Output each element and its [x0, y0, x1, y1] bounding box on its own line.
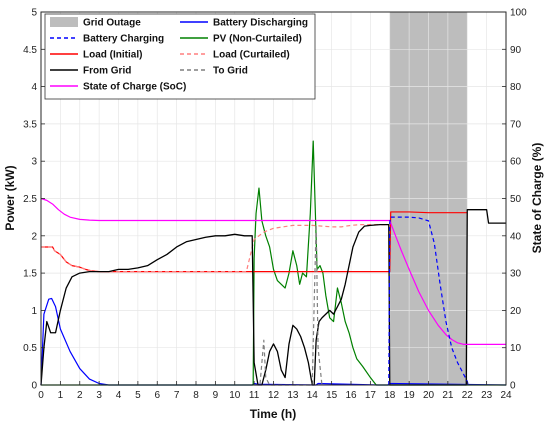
- y2-tick-label: 100: [510, 8, 527, 19]
- y-tick-label: 4.5: [23, 45, 37, 56]
- x-axis-label: Time (h): [250, 407, 296, 421]
- series-line-load-curtailed: [41, 224, 390, 273]
- legend-label: From Grid: [83, 66, 131, 77]
- x-axis-ticks: 0 1 2 3 4 5 6 7 8 9 10 11 12 13 14 15 16 17 18 19 20 21 22 23 24: [38, 381, 512, 401]
- series-line-soc: [40, 197, 506, 345]
- x-tick-label: 5: [135, 390, 141, 401]
- y2-tick-label: 90: [510, 45, 522, 56]
- y-tick-label: 2: [31, 231, 37, 242]
- y-tick-label: 1: [31, 306, 37, 317]
- y-axis-ticks: 0 0.5 1 1.5 2 2.5 3 3.5 4 4.5 5: [23, 8, 45, 392]
- x-tick-label: 0: [38, 390, 44, 401]
- x-tick-label: 21: [442, 390, 454, 401]
- x-tick-label: 19: [404, 390, 416, 401]
- x-tick-label: 16: [345, 390, 357, 401]
- series-layer: [40, 140, 507, 386]
- y-tick-label: 0: [31, 381, 37, 392]
- x-tick-label: 7: [174, 390, 180, 401]
- legend-label: Battery Charging: [83, 34, 164, 45]
- y2-tick-label: 30: [510, 269, 522, 280]
- x-tick-label: 13: [287, 390, 299, 401]
- y-tick-label: 2.5: [23, 194, 37, 205]
- y-tick-label: 0.5: [23, 343, 37, 354]
- y-axis-label: Power (kW): [3, 165, 17, 230]
- y2-tick-label: 80: [510, 82, 522, 93]
- y2-axis-ticks: 0 10 20 30 40 50 60 70 80 90 100: [502, 8, 527, 392]
- legend-label: Battery Discharging: [213, 18, 308, 29]
- series-line-from-grid: [40, 209, 506, 386]
- x-tick-label: 1: [58, 390, 64, 401]
- x-tick-label: 3: [96, 390, 102, 401]
- y2-tick-label: 0: [510, 381, 516, 392]
- x-tick-label: 23: [481, 390, 493, 401]
- y2-tick-label: 10: [510, 343, 522, 354]
- x-tick-label: 10: [229, 390, 241, 401]
- y2-tick-label: 40: [510, 231, 522, 242]
- series-line-battery-charging: [388, 216, 469, 386]
- x-tick-label: 18: [384, 390, 396, 401]
- legend-swatch: [50, 17, 78, 27]
- x-tick-label: 12: [268, 390, 280, 401]
- legend-label: PV (Non-Curtailed): [213, 34, 302, 45]
- y2-tick-label: 70: [510, 119, 522, 130]
- y-tick-label: 1.5: [23, 269, 37, 280]
- series-line-to-grid: [254, 224, 323, 386]
- x-tick-label: 11: [249, 390, 260, 401]
- y2-tick-label: 50: [510, 194, 522, 205]
- legend-label: Grid Outage: [83, 18, 141, 29]
- y-tick-label: 3.5: [23, 119, 37, 130]
- y-tick-label: 5: [31, 8, 37, 19]
- y2-tick-label: 60: [510, 157, 522, 168]
- legend-box: [44, 13, 316, 100]
- y2-axis-label: State of Charge (%): [530, 143, 544, 254]
- legend-label: State of Charge (SoC): [83, 82, 186, 93]
- x-tick-label: 4: [116, 390, 122, 401]
- series-line-pv: [41, 140, 506, 386]
- legend: Grid Outage Battery Discharging Battery Ch…: [44, 13, 316, 100]
- x-tick-label: 22: [462, 390, 474, 401]
- x-tick-label: 15: [326, 390, 338, 401]
- x-tick-label: 9: [213, 390, 219, 401]
- y-tick-label: 3: [31, 157, 37, 168]
- x-tick-label: 20: [423, 390, 435, 401]
- x-tick-label: 2: [77, 390, 83, 401]
- x-tick-label: 6: [154, 390, 160, 401]
- legend-label: Load (Initial): [83, 50, 142, 61]
- y-tick-label: 4: [31, 82, 37, 93]
- y2-tick-label: 20: [510, 306, 522, 317]
- x-tick-label: 8: [193, 390, 199, 401]
- legend-label: Load (Curtailed): [213, 50, 290, 61]
- x-tick-label: 17: [365, 390, 377, 401]
- legend-label: To Grid: [213, 66, 248, 77]
- x-tick-label: 24: [500, 390, 512, 401]
- x-tick-label: 14: [307, 390, 319, 401]
